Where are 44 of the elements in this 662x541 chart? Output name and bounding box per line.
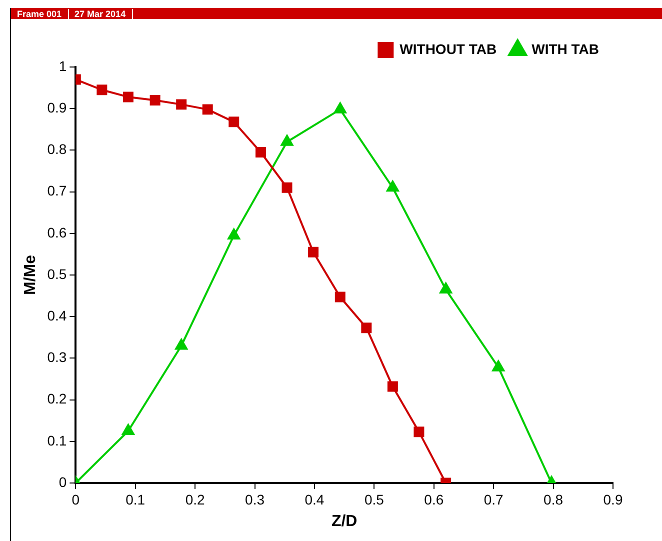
- point: [176, 99, 187, 110]
- point: [122, 424, 134, 435]
- y-tick-label: 0.2: [47, 390, 67, 407]
- y-tick-label: 0: [58, 474, 67, 490]
- x-tick-label: 0.1: [126, 491, 146, 508]
- legend-label: WITH TAB: [532, 40, 599, 57]
- point: [122, 92, 134, 102]
- legend-label: WITHOUT TAB: [400, 40, 497, 57]
- x-tick-label: 0.9: [603, 491, 623, 508]
- text: Frame 001: [11, 8, 69, 18]
- y-tick-label: 0.3: [47, 349, 67, 366]
- point: [492, 360, 505, 372]
- x-axis-title: Z/D: [331, 512, 358, 530]
- point: [308, 246, 319, 258]
- point: [175, 338, 188, 350]
- y-tick-label: 0.4: [47, 307, 67, 324]
- x-tick-label: 0.2: [185, 491, 206, 508]
- y-tick-label: 0.6: [47, 224, 67, 240]
- point: [228, 228, 240, 240]
- point: [150, 95, 160, 106]
- x-tick-label: 0.7: [484, 491, 504, 508]
- x-tick-label: 0.3: [245, 491, 265, 508]
- x-tick-label: 0: [72, 491, 80, 508]
- y-tick-label: 0.7: [47, 182, 67, 199]
- y-tick-label: 0.1: [47, 432, 67, 448]
- point: [282, 182, 292, 193]
- point: [228, 116, 240, 128]
- point: [202, 104, 213, 115]
- x-tick-label: 0.8: [544, 491, 564, 508]
- y-tick-label: 0.9: [47, 99, 67, 116]
- x-tick-label: 0.4: [304, 491, 324, 508]
- x-tick-label: 0.6: [424, 491, 444, 508]
- point: [280, 134, 294, 146]
- point: [386, 180, 399, 192]
- point: [256, 147, 266, 158]
- point: [96, 84, 108, 96]
- x-tick-label: 0.5: [364, 491, 384, 508]
- y-axis-title: M/Me: [22, 254, 40, 295]
- y-tick-label: 1: [58, 58, 67, 74]
- y-tick-label: 0.8: [47, 141, 67, 158]
- point: [440, 282, 452, 294]
- point: [334, 292, 346, 302]
- text: 27 Mar 2014: [68, 8, 133, 18]
- y-tick-label: 0.5: [47, 266, 67, 282]
